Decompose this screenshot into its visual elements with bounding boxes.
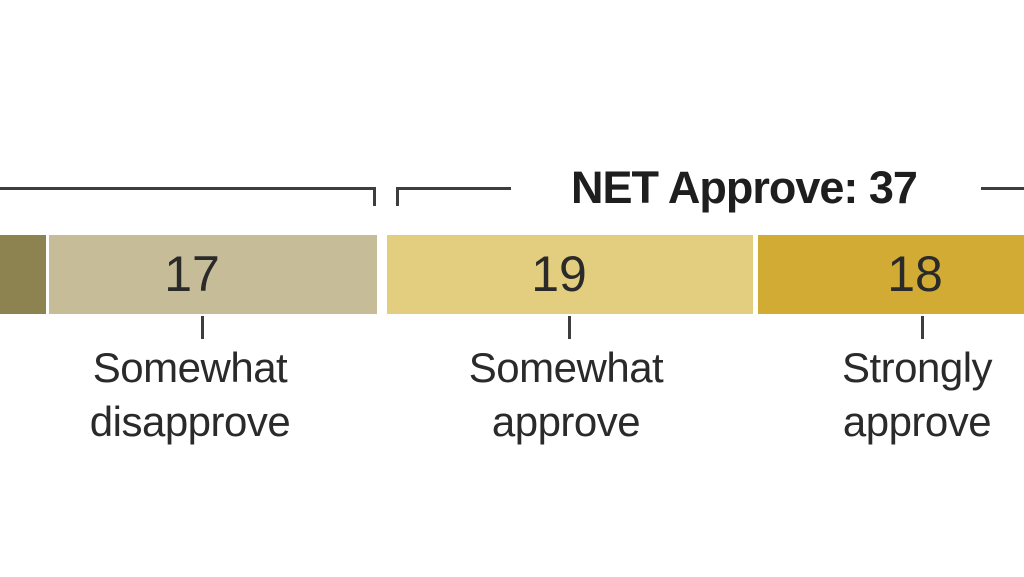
category-label-line: disapprove [89,398,291,445]
net-disapprove-bracket-line [0,187,376,190]
bar-segment-somewhat-disapprove [49,235,377,314]
bar-segment-strongly-approve [758,235,1024,314]
label-tick-somewhat-approve [568,316,571,339]
category-label-somewhat-approve: Somewhat approve [468,341,664,449]
bar-value-somewhat-approve: 19 [531,246,587,302]
bar-value-strongly-approve: 18 [887,246,943,302]
net-approve-bracket-line-right [981,187,1024,190]
category-label-line: Strongly [841,344,993,391]
net-disapprove-bracket-end-tick [373,187,376,206]
bar-segment-somewhat-approve [387,235,753,314]
label-tick-strongly-approve [921,316,924,339]
category-label-line: Somewhat [92,344,288,391]
category-label-line: approve [491,398,641,445]
category-label-somewhat-disapprove: Somewhat disapprove [89,341,291,449]
net-approve-bracket-start-tick [396,187,399,206]
net-approve-bracket-line-left [396,187,511,190]
category-label-line: approve [842,398,992,445]
net-approve-label: NET Approve: 37 [571,162,918,213]
bar-value-somewhat-disapprove: 17 [164,246,220,302]
category-label-line: Somewhat [468,344,664,391]
category-label-strongly-approve: Strongly approve [841,341,993,449]
bar-segment-unlabeled-left [0,235,46,314]
label-tick-somewhat-disapprove [201,316,204,339]
